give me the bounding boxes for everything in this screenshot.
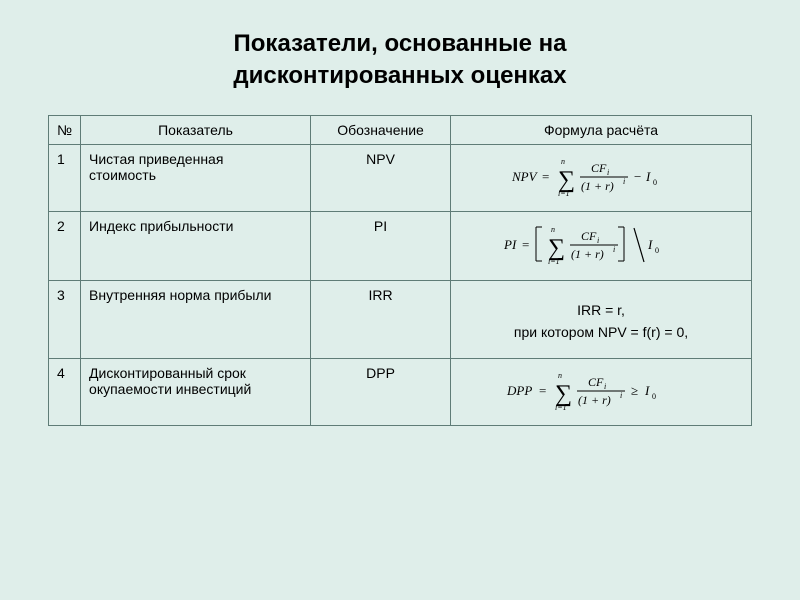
header-formula: Формула расчёта [451,115,752,144]
f-numer: CF [588,375,604,389]
f-denom: (1 + r) [581,179,614,193]
cell-num: 1 [49,144,81,211]
formula-npv: NPV = ∑ n i=1 CF i (1 + r) i − I [506,155,696,197]
svg-text:=: = [539,383,546,398]
title-line-2: дисконтированных оценках [233,62,566,89]
cell-num: 2 [49,211,81,280]
formula-dpp: DPP = ∑ n i=1 CF i (1 + r) i ≥ I [501,369,701,411]
indicator-line-1: Дисконтированный срок [89,365,246,381]
f-denom: (1 + r) [571,247,604,261]
f-numer-idx: i [604,382,606,391]
f-sum-from: i=1 [555,403,567,411]
f-geq-term: I [644,383,650,398]
f-sum-from: i=1 [548,257,560,266]
cell-symbol: DPP [311,358,451,425]
formula-irr-line-1: IRR = r, [459,299,743,321]
table-header-row: № Показатель Обозначение Формула расчёта [49,115,752,144]
cell-indicator: Внутренняя норма прибыли [81,280,311,358]
f-numer-idx: i [597,236,599,245]
f-sub0: 0 [655,246,659,255]
cell-formula: DPP = ∑ n i=1 CF i (1 + r) i ≥ I [451,358,752,425]
slide: Показатели, основанные на дисконтированн… [0,0,800,600]
f-denom-idx: i [613,245,615,254]
f-lhs: PI [503,237,517,252]
f-numer: CF [591,161,607,175]
indicators-table: № Показатель Обозначение Формула расчёта… [48,115,752,426]
indicator-line-1: Индекс прибыльности [89,218,233,234]
f-denom-idx: i [623,177,625,186]
formula-irr-line-2: при котором NPV = f(r) = 0, [459,321,743,343]
f-sum-to: n [558,371,562,380]
cell-symbol: PI [311,211,451,280]
header-num: № [49,115,81,144]
f-sum-from: i=1 [558,189,570,197]
indicator-line-2: стоимость [89,167,156,183]
cell-indicator: Дисконтированный срок окупаемости инвест… [81,358,311,425]
indicator-line-2: окупаемости инвестиций [89,381,251,397]
table-row: 2 Индекс прибыльности PI PI = ∑ n [49,211,752,280]
f-sum-to: n [551,225,555,234]
cell-formula: IRR = r, при котором NPV = f(r) = 0, [451,280,752,358]
cell-symbol: NPV [311,144,451,211]
header-indicator: Показатель [81,115,311,144]
f-lhs: DPP [506,383,532,398]
title-line-1: Показатели, основанные на [234,30,567,57]
f-numer: CF [581,229,597,243]
cell-indicator: Чистая приведенная стоимость [81,144,311,211]
cell-indicator: Индекс прибыльности [81,211,311,280]
f-sub0: 0 [653,178,657,187]
cell-num: 3 [49,280,81,358]
cell-formula: PI = ∑ n i=1 CF i (1 + r) i [451,211,752,280]
svg-text:≥: ≥ [631,383,638,398]
svg-text:=: = [542,169,549,184]
f-sum-to: n [561,157,565,166]
f-div-term: I [647,237,653,252]
f-sub0: 0 [652,392,656,401]
cell-num: 4 [49,358,81,425]
cell-formula: NPV = ∑ n i=1 CF i (1 + r) i − I [451,144,752,211]
indicator-line-1: Внутренняя норма прибыли [89,287,271,303]
f-lhs: NPV [511,169,539,184]
table-row: 3 Внутренняя норма прибыли IRR IRR = r, … [49,280,752,358]
table-row: 4 Дисконтированный срок окупаемости инве… [49,358,752,425]
header-symbol: Обозначение [311,115,451,144]
f-minus-term: I [645,169,651,184]
table-row: 1 Чистая приведенная стоимость NPV NPV =… [49,144,752,211]
svg-text:−: − [634,169,641,184]
f-denom: (1 + r) [578,393,611,407]
f-denom-idx: i [620,391,622,400]
cell-symbol: IRR [311,280,451,358]
svg-text:=: = [522,237,529,252]
formula-pi: PI = ∑ n i=1 CF i (1 + r) i [496,222,706,266]
f-numer-idx: i [607,168,609,177]
indicator-line-1: Чистая приведенная [89,151,223,167]
slide-title: Показатели, основанные на дисконтированн… [48,28,752,93]
